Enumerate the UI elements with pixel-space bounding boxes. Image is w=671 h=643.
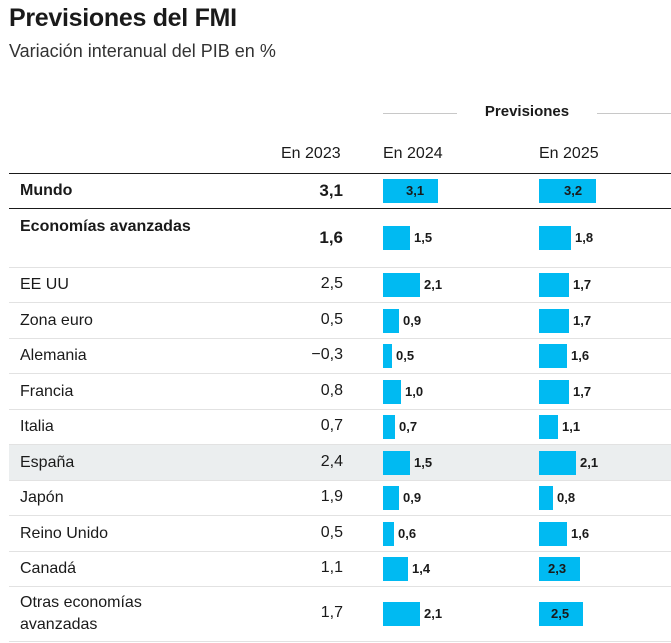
data-label-2025: 3,2 bbox=[564, 183, 583, 198]
data-label-2025: 1,6 bbox=[571, 348, 590, 363]
country-name: Economías avanzadas bbox=[20, 218, 191, 235]
col-header-2023: En 2023 bbox=[281, 145, 341, 162]
chart-subtitle: Variación interanual del PIB en % bbox=[9, 41, 276, 61]
data-label-2024: 0,6 bbox=[398, 526, 417, 541]
value-2023: 1,9 bbox=[320, 488, 343, 505]
data-label-2024: 0,5 bbox=[396, 348, 415, 363]
data-label-2025: 2,3 bbox=[548, 561, 567, 576]
bar-2024 bbox=[383, 486, 399, 510]
country-name: Italia bbox=[20, 418, 54, 435]
bar-2025 bbox=[539, 415, 558, 439]
value-2023: 2,4 bbox=[320, 453, 343, 470]
table-row: Japón 1,9 0,9 0,8 bbox=[9, 481, 671, 516]
forecast-group-header: Previsiones bbox=[383, 101, 671, 125]
country-name: Japón bbox=[20, 489, 64, 506]
value-2023: 0,7 bbox=[320, 417, 343, 434]
col-header-2025: En 2025 bbox=[539, 145, 599, 162]
country-name: Mundo bbox=[20, 182, 73, 199]
bar-2024 bbox=[383, 522, 394, 546]
data-label-2025: 1,7 bbox=[573, 313, 592, 328]
table-row: Alemania −0,3 0,5 1,6 bbox=[9, 339, 671, 374]
bar-2025 bbox=[539, 602, 583, 626]
bar-2024 bbox=[383, 344, 392, 368]
bar-2025 bbox=[539, 486, 553, 510]
chart-title: Previsiones del FMI bbox=[9, 4, 237, 32]
table-row: Zona euro 0,5 0,9 1,7 bbox=[9, 303, 671, 339]
data-label-2024: 1,5 bbox=[414, 230, 433, 245]
data-label-2024: 3,1 bbox=[406, 183, 425, 198]
group-header-rule-left bbox=[383, 113, 457, 114]
data-label-2025: 1,6 bbox=[571, 526, 590, 541]
data-label-2024: 0,9 bbox=[403, 313, 422, 328]
group-header-rule-right bbox=[597, 113, 671, 114]
bar-2025 bbox=[539, 309, 569, 333]
table-row: Otras economías avanzadas 1,7 2,1 2,5 bbox=[9, 587, 671, 642]
country-name: Francia bbox=[20, 383, 74, 400]
value-2023: 0,5 bbox=[320, 524, 343, 541]
bar-2025 bbox=[539, 522, 567, 546]
value-2023: 3,1 bbox=[319, 181, 343, 200]
bar-2025 bbox=[539, 451, 576, 475]
bar-2024 bbox=[383, 602, 420, 626]
data-label-2025: 1,1 bbox=[562, 419, 581, 434]
data-label-2025: 1,8 bbox=[575, 230, 594, 245]
value-2023: 1,6 bbox=[319, 228, 343, 247]
table-row: Reino Unido 0,5 0,6 1,6 bbox=[9, 516, 671, 552]
value-2023: 0,5 bbox=[320, 311, 343, 328]
country-name: Alemania bbox=[20, 347, 87, 364]
value-2023: −0,3 bbox=[311, 346, 343, 363]
value-2023: 1,1 bbox=[320, 559, 343, 576]
data-label-2024: 2,1 bbox=[424, 606, 443, 621]
bar-2025 bbox=[539, 557, 580, 581]
bar-2024 bbox=[383, 557, 408, 581]
data-label-2024: 1,4 bbox=[412, 561, 431, 576]
country-name: Reino Unido bbox=[20, 525, 109, 542]
col-header-2024: En 2024 bbox=[383, 145, 443, 162]
forecast-group-label: Previsiones bbox=[474, 103, 580, 120]
country-name: España bbox=[20, 454, 75, 471]
country-name: EE UU bbox=[20, 276, 69, 293]
table-row: EE UU 2,5 2,1 1,7 bbox=[9, 268, 671, 303]
data-label-2025: 2,5 bbox=[551, 606, 570, 621]
data-label-2025: 0,8 bbox=[557, 490, 576, 505]
data-label-2024: 0,9 bbox=[403, 490, 422, 505]
data-label-2024: 1,0 bbox=[405, 384, 424, 399]
data-label-2024: 0,7 bbox=[399, 419, 418, 434]
data-label-2025: 1,7 bbox=[573, 277, 592, 292]
table-row: Canadá 1,1 1,4 2,3 bbox=[9, 552, 671, 587]
table-row: Italia 0,7 0,7 1,1 bbox=[9, 410, 671, 445]
bar-2024 bbox=[383, 415, 395, 439]
country-name: Canadá bbox=[20, 560, 77, 577]
data-label-2025: 2,1 bbox=[580, 455, 599, 470]
header-divider bbox=[9, 173, 671, 174]
bar-2024 bbox=[383, 179, 438, 203]
data-label-2024: 1,5 bbox=[414, 455, 433, 470]
country-name: Otras economías avanzadas bbox=[20, 594, 142, 633]
value-2023: 1,7 bbox=[320, 604, 343, 621]
table-row: Francia 0,8 1,0 1,7 bbox=[9, 374, 671, 410]
table-row: España 2,4 1,5 2,1 bbox=[9, 445, 671, 481]
bar-2024 bbox=[383, 380, 401, 404]
bar-2025 bbox=[539, 179, 596, 203]
bar-2025 bbox=[539, 273, 569, 297]
bar-2025 bbox=[539, 344, 567, 368]
value-2023: 0,8 bbox=[320, 382, 343, 399]
table-row: Mundo 3,1 3,1 3,2 bbox=[9, 174, 671, 209]
country-name: Zona euro bbox=[20, 312, 93, 329]
bar-2024 bbox=[383, 309, 399, 333]
bar-2024 bbox=[383, 451, 410, 475]
bar-2024 bbox=[383, 226, 410, 250]
data-label-2024: 2,1 bbox=[424, 277, 443, 292]
value-2023: 2,5 bbox=[320, 275, 343, 292]
bar-2024 bbox=[383, 273, 420, 297]
data-label-2025: 1,7 bbox=[573, 384, 592, 399]
table-row: Economías avanzadas 1,6 1,5 1,8 bbox=[9, 209, 671, 268]
bar-2025 bbox=[539, 226, 571, 250]
bar-2025 bbox=[539, 380, 569, 404]
